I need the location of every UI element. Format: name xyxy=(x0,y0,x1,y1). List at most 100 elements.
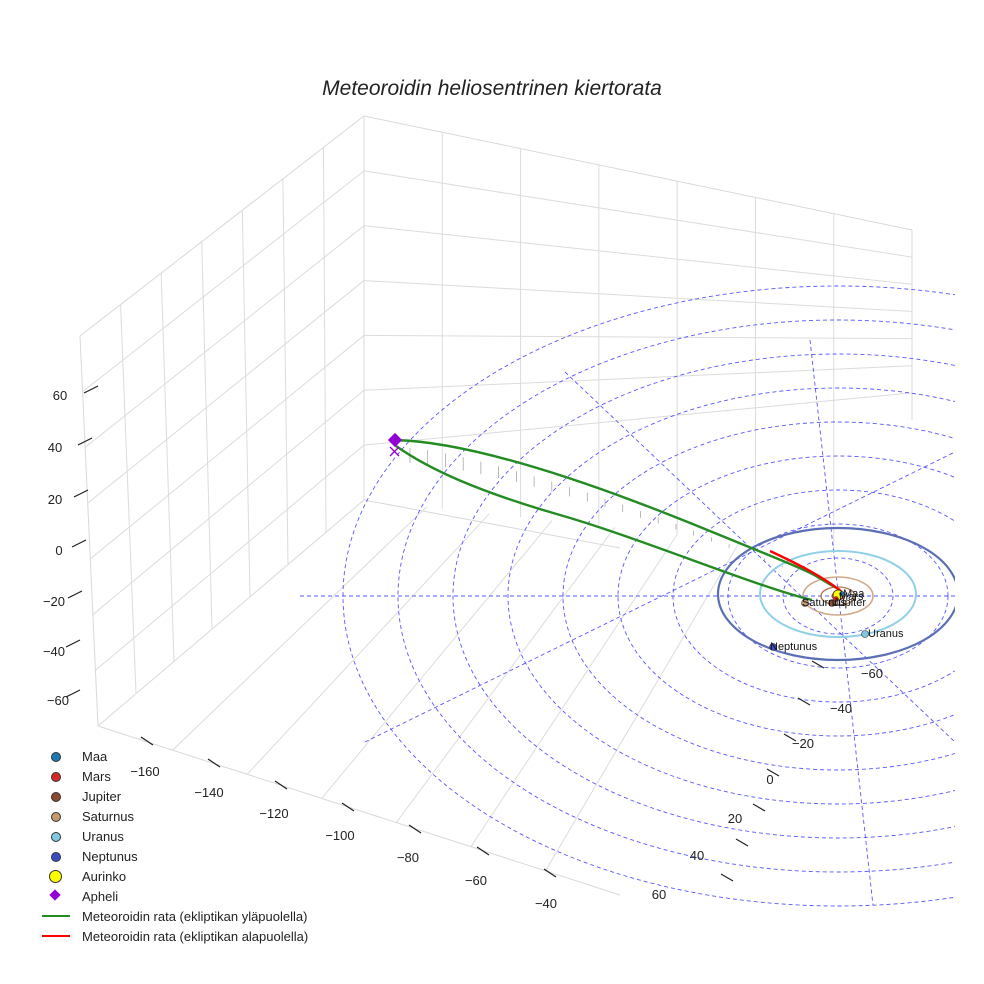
ecliptic-ring xyxy=(507,387,955,805)
z-tick-label: 60 xyxy=(53,388,67,403)
aphelion-projection-x xyxy=(389,446,400,457)
x-tick xyxy=(408,824,422,834)
planet-mars-label: Mars xyxy=(839,591,864,603)
legend-item: Meteoroidin rata (ekliptikan alapuolella… xyxy=(40,926,308,946)
x-tick xyxy=(341,802,355,812)
legend-label: Mars xyxy=(82,768,111,784)
x-tick-label: −100 xyxy=(325,828,354,843)
planet-neptune-marker xyxy=(769,643,777,651)
legend-symbol xyxy=(40,866,74,886)
y-tick-label: 40 xyxy=(690,848,704,863)
y-tick xyxy=(797,697,811,706)
legend-label: Aurinko xyxy=(82,868,127,884)
z-tick xyxy=(73,489,89,498)
legend-symbol xyxy=(40,906,74,926)
y-tick xyxy=(735,838,749,847)
legend-symbol xyxy=(40,826,74,846)
orbit-above-ecliptic-upper xyxy=(395,438,841,592)
x-tick-label: −60 xyxy=(465,873,487,888)
planet-jupiter-marker xyxy=(828,599,836,607)
drop-lines xyxy=(409,448,783,568)
x-tick-label: −40 xyxy=(535,896,557,911)
legend-item: Meteoroidin rata (ekliptikan yläpuolella… xyxy=(40,906,308,926)
ecliptic-ring xyxy=(397,319,955,873)
radial-lines xyxy=(300,339,955,906)
planet-neptune-label: Neptunus xyxy=(770,641,818,653)
pane-grid xyxy=(79,115,913,896)
axis-tick-labels: 60 40 20 0 −20 −40 −60 −160 −140 −120 −100 −80 −60 −4… xyxy=(43,388,883,911)
x-tick xyxy=(274,780,288,790)
legend-label: Meteoroidin rata (ekliptikan yläpuolella… xyxy=(82,908,308,924)
legend-label: Neptunus xyxy=(82,848,138,864)
ecliptic-ring xyxy=(562,421,955,771)
y-tick xyxy=(766,768,780,777)
orbit-below-ecliptic xyxy=(769,549,843,593)
legend-item: Mars xyxy=(40,766,308,786)
y-tick xyxy=(720,873,734,882)
z-tick-label: −60 xyxy=(47,693,69,708)
x-tick-label: −140 xyxy=(194,785,223,800)
z-tick-label: −20 xyxy=(43,594,65,609)
chart-title: Meteoroidin heliosentrinen kiertorata xyxy=(322,77,662,100)
legend-item: Neptunus xyxy=(40,846,308,866)
planet-earth-label: Maa xyxy=(843,588,865,600)
x-tick xyxy=(140,736,154,746)
legend-symbol xyxy=(40,786,74,806)
y-tick xyxy=(811,660,825,669)
legend-symbol xyxy=(40,926,74,946)
legend-item: Aurinko xyxy=(40,866,308,886)
legend-symbol xyxy=(40,766,74,786)
y-tick-label: −20 xyxy=(792,736,814,751)
planet-saturn-marker xyxy=(801,599,809,607)
z-tick xyxy=(83,385,99,394)
planet-mars-marker xyxy=(833,596,839,602)
z-tick-label: 0 xyxy=(55,543,62,558)
legend-item: Saturnus xyxy=(40,806,308,826)
z-tick xyxy=(65,639,81,648)
y-tick-label: 20 xyxy=(728,811,742,826)
legend-label: Apheli xyxy=(82,888,119,904)
y-tick-label: −60 xyxy=(861,666,883,681)
axis-ticks xyxy=(65,385,825,882)
y-tick xyxy=(783,733,797,742)
y-tick-label: −40 xyxy=(830,701,852,716)
z-tick-label: −40 xyxy=(43,644,65,659)
y-tick-label: 0 xyxy=(766,772,773,787)
planet-jupiter-label: Jupiter xyxy=(833,597,866,609)
planet-orbits xyxy=(716,526,955,662)
legend-item: Apheli xyxy=(40,886,308,906)
meteoroid-orbit xyxy=(387,432,843,602)
legend-symbol xyxy=(40,886,74,906)
ecliptic-rings xyxy=(342,285,955,907)
y-tick xyxy=(752,803,766,812)
x-tick-label: −80 xyxy=(397,850,419,865)
x-tick xyxy=(543,868,557,878)
z-tick-label: 40 xyxy=(48,440,62,455)
planet-saturn-label: Saturnus xyxy=(802,597,847,609)
legend-symbol xyxy=(40,806,74,826)
planet-uranus-marker xyxy=(861,630,869,638)
z-tick xyxy=(77,437,93,446)
z-tick xyxy=(71,539,87,548)
legend-label: Meteoroidin rata (ekliptikan alapuolella… xyxy=(82,928,309,944)
legend-symbol xyxy=(40,846,74,866)
legend-item: Jupiter xyxy=(40,786,308,806)
planet-earth-marker xyxy=(839,591,845,597)
legend-item: Uranus xyxy=(40,826,308,846)
planet-uranus-label: Uranus xyxy=(868,628,904,640)
x-tick-label: −160 xyxy=(130,764,159,779)
legend-label: Jupiter xyxy=(82,788,122,804)
ecliptic-ring xyxy=(342,285,955,907)
y-tick-label: 60 xyxy=(652,887,666,902)
aphelion-marker xyxy=(387,432,403,448)
legend-symbol xyxy=(40,746,74,766)
orbit-above-ecliptic-lower xyxy=(395,445,813,602)
z-tick xyxy=(67,590,83,599)
z-tick-label: 20 xyxy=(48,492,62,507)
legend-label: Saturnus xyxy=(82,808,135,824)
z-tick xyxy=(65,689,81,698)
bodies: Maa Mars Jupiter Saturnus Uranus Neptunu… xyxy=(769,588,904,653)
legend-label: Maa xyxy=(82,748,108,764)
legend: Maa Mars Jupiter Saturnus Uranus Neptunus Auri… xyxy=(40,746,308,946)
